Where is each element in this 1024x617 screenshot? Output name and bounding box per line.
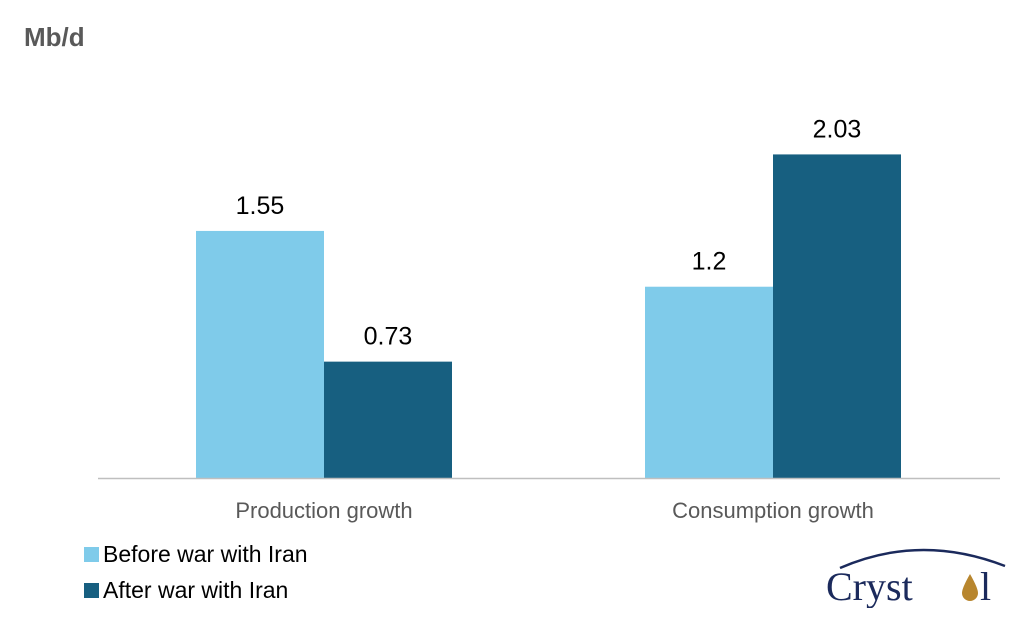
- crystol-logo: Cryst l: [826, 548, 1006, 608]
- category-label: Production growth: [235, 498, 412, 523]
- data-label: 0.73: [364, 323, 413, 351]
- legend-item-before: Before war with Iran: [84, 541, 308, 568]
- bar: [324, 361, 452, 478]
- category-label: Consumption growth: [672, 498, 874, 523]
- legend-item-after: After war with Iran: [84, 577, 288, 604]
- legend-swatch-after: [84, 583, 99, 598]
- data-label: 2.03: [813, 115, 862, 143]
- bar: [773, 154, 901, 478]
- data-label: 1.55: [236, 192, 285, 220]
- svg-text:l: l: [980, 564, 991, 608]
- bar: [196, 230, 324, 478]
- data-label: 1.2: [692, 248, 727, 276]
- legend-label-after: After war with Iran: [103, 577, 289, 603]
- legend-label-before: Before war with Iran: [103, 541, 308, 567]
- legend-swatch-before: [84, 547, 99, 562]
- bar: [645, 286, 773, 478]
- svg-text:Cryst: Cryst: [826, 564, 913, 608]
- y-axis-unit-label: Mb/d: [24, 22, 85, 52]
